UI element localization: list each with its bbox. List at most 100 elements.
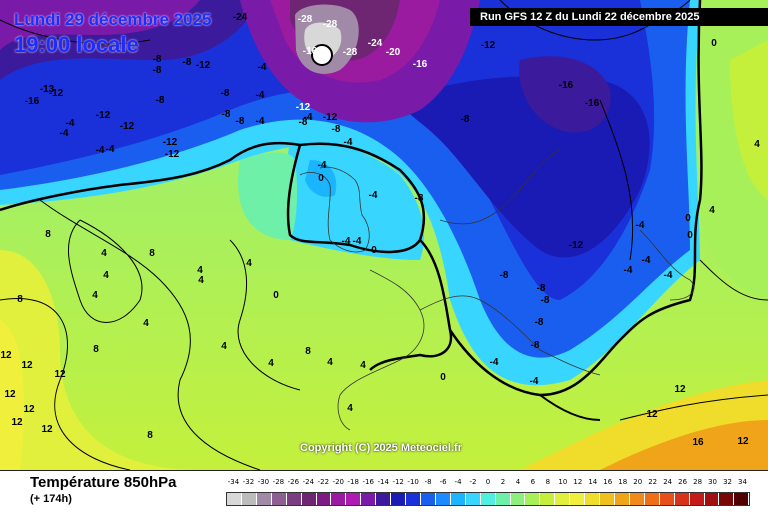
scale-swatch xyxy=(615,493,630,505)
scale-label: 16 xyxy=(603,478,612,486)
scale-swatch xyxy=(525,493,540,505)
scale-label: -30 xyxy=(258,478,269,486)
isotherm-label: -24 xyxy=(368,38,383,49)
scale-label: -22 xyxy=(318,478,329,486)
scale-swatch xyxy=(570,493,585,505)
scale-swatch xyxy=(361,493,376,505)
scale-label: 14 xyxy=(588,478,597,486)
isotherm-label: 12 xyxy=(41,424,53,435)
scale-swatch xyxy=(406,493,421,505)
scale-swatch xyxy=(734,493,749,505)
isotherm-label: -16 xyxy=(413,59,428,70)
scale-swatch xyxy=(421,493,436,505)
scale-label: 4 xyxy=(516,478,520,486)
scale-swatch xyxy=(436,493,451,505)
scale-swatch xyxy=(600,493,615,505)
isotherm-label: -24 xyxy=(233,12,248,23)
isotherm-label: -8 xyxy=(332,124,341,135)
isotherm-label: 4 xyxy=(709,205,715,216)
scale-label: 12 xyxy=(573,478,582,486)
isotherm-label: -12 xyxy=(569,240,584,251)
isotherm-label: -4 xyxy=(60,128,69,139)
scale-label: -12 xyxy=(392,478,403,486)
isotherm-label: -8 xyxy=(299,117,308,128)
isotherm-label: -4 xyxy=(530,376,539,387)
isotherm-label: -4 xyxy=(256,90,265,101)
scale-swatch xyxy=(331,493,346,505)
scale-label: 22 xyxy=(648,478,657,486)
scale-label: 24 xyxy=(663,478,672,486)
scale-label: -2 xyxy=(470,478,477,486)
isotherm-label: -4 xyxy=(624,265,633,276)
forecast-local-time: 19:00 locale xyxy=(14,30,211,60)
isotherm-label: -12 xyxy=(323,112,338,123)
isotherm-label: 8 xyxy=(17,294,23,305)
isotherm-label: -16 xyxy=(303,46,318,57)
isotherm-label: -4 xyxy=(258,62,267,73)
scale-label: -4 xyxy=(455,478,462,486)
isotherm-label: -12 xyxy=(196,60,211,71)
scale-swatch xyxy=(555,493,570,505)
scale-colors xyxy=(226,492,750,506)
scale-swatch xyxy=(540,493,555,505)
isotherm-label: -4 xyxy=(353,236,362,247)
forecast-time: Lundi 29 décembre 2025 19:00 locale xyxy=(14,10,211,60)
isotherm-label: 8 xyxy=(149,248,155,259)
scale-label: 0 xyxy=(486,478,490,486)
scale-swatch xyxy=(376,493,391,505)
isotherm-label: 8 xyxy=(45,229,51,240)
scale-label: -8 xyxy=(425,478,432,486)
isotherm-label: 12 xyxy=(674,384,686,395)
isotherm-label: 0 xyxy=(440,372,446,383)
scale-swatch xyxy=(391,493,406,505)
isotherm-label: -8 xyxy=(537,283,546,294)
isotherm-label: 4 xyxy=(143,318,149,329)
isotherm-label: -4 xyxy=(369,190,378,201)
scale-swatch xyxy=(346,493,361,505)
isotherm-label: 0 xyxy=(318,173,324,184)
isotherm-label: -4 xyxy=(342,236,351,247)
scale-label: 8 xyxy=(546,478,550,486)
scale-swatch xyxy=(242,493,257,505)
scale-swatch xyxy=(645,493,660,505)
isotherm-label: 16 xyxy=(692,437,704,448)
isotherm-label: -4 xyxy=(96,145,105,156)
isotherm-label: -8 xyxy=(415,193,424,204)
scale-swatch xyxy=(690,493,705,505)
isotherm-label: 4 xyxy=(268,358,274,369)
color-scale: -34 -32 -30 -28 -26 -24 -22 -20 -18 -16 -14 -12 -10-… xyxy=(226,478,750,508)
isotherm-label: -8 xyxy=(156,95,165,106)
isotherm-label: 4 xyxy=(101,248,107,259)
isotherm-label: 0 xyxy=(371,245,377,256)
scale-label: -34 xyxy=(228,478,239,486)
scale-label: -16 xyxy=(363,478,374,486)
legend-title: Température 850hPa xyxy=(30,474,176,491)
isotherm-label: 4 xyxy=(103,270,109,281)
isotherm-label: -4 xyxy=(106,144,115,155)
scale-labels: -34 -32 -30 -28 -26 -24 -22 -20 -18 -16 -14 -12 -10-… xyxy=(226,478,750,488)
isotherm-label: -8 xyxy=(500,270,509,281)
isotherm-label: 12 xyxy=(0,350,12,361)
isotherm-label: 4 xyxy=(347,403,353,414)
scale-swatch xyxy=(481,493,496,505)
isotherm-label: -4 xyxy=(664,270,673,281)
isotherm-label: 4 xyxy=(327,357,333,368)
isotherm-label: 12 xyxy=(646,409,658,420)
scale-label: 30 xyxy=(708,478,717,486)
isotherm-label: 0 xyxy=(687,230,693,241)
isotherm-label: -4 xyxy=(256,116,265,127)
isotherm-label: 12 xyxy=(4,389,16,400)
scale-swatch xyxy=(287,493,302,505)
isotherm-label: -8 xyxy=(221,88,230,99)
isotherm-label: 4 xyxy=(92,290,98,301)
scale-label: -6 xyxy=(440,478,447,486)
isotherm-label: 12 xyxy=(23,404,35,415)
isotherm-label: 4 xyxy=(754,139,760,150)
isotherm-label: 4 xyxy=(246,258,252,269)
isotherm-label: 12 xyxy=(54,369,66,380)
scale-swatch xyxy=(585,493,600,505)
scale-label: -24 xyxy=(303,478,314,486)
scale-swatch xyxy=(630,493,645,505)
isotherm-label: -4 xyxy=(636,220,645,231)
scale-label: 28 xyxy=(693,478,702,486)
